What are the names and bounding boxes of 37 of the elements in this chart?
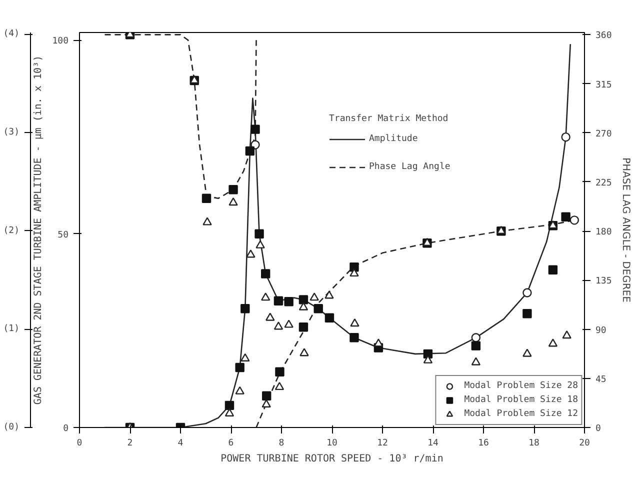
- x-tick-label: 14: [428, 438, 438, 448]
- y3-tick-label: (1): [3, 324, 20, 334]
- y-tick-label: 0: [63, 424, 69, 434]
- y2-tick-label: 270: [596, 129, 612, 140]
- x-tick-label: 2: [127, 438, 133, 448]
- x-tick-label: 6: [228, 438, 234, 448]
- y2-tick-label: 180: [596, 228, 612, 238]
- y-tick-label: 100: [52, 36, 69, 47]
- y2-tick-label: 90: [596, 326, 606, 336]
- y2-tick-label: 315: [596, 80, 612, 90]
- y2-tick-label: 225: [596, 178, 612, 188]
- x-tick-label: 20: [579, 438, 590, 448]
- legend-label: Modal Problem Size 28: [464, 380, 578, 393]
- legend-label: Phase Lag Angle: [369, 162, 450, 172]
- y-tick-label: 50: [58, 230, 69, 240]
- y-axis-title: GAS GENERATOR 2ND STAGE TURBINE AMPLITUDE - μm (in. x 10³): [33, 55, 44, 405]
- y2-tick-label: 45: [596, 374, 606, 385]
- x-tick-label: 16: [478, 438, 489, 448]
- x-tick-label: 4: [178, 438, 184, 448]
- y2-tick-label: 360: [596, 31, 612, 42]
- x-tick-label: 10: [326, 438, 338, 448]
- x-tick-label: 12: [377, 438, 388, 448]
- x-tick-label: 18: [528, 438, 540, 448]
- y3-tick-label: (2): [3, 226, 20, 236]
- legend-label: Modal Problem Size 12: [464, 408, 578, 421]
- y3-tick-label: (0): [3, 422, 20, 432]
- y2-tick-label: 0: [596, 424, 601, 434]
- legend-label: Amplitude: [369, 134, 418, 144]
- x-tick-label: 0: [76, 438, 82, 448]
- x-axis-title: POWER TURBINE ROTOR SPEED - 10³ r/min: [220, 454, 444, 464]
- y2-tick-label: 135: [596, 276, 612, 287]
- x-tick-label: 8: [278, 438, 284, 448]
- y3-tick-label: (3): [3, 127, 20, 138]
- legend-label: Modal Problem Size 18: [464, 394, 578, 407]
- y2-axis-title: PHASE LAG ANGLE - DEGREE: [620, 158, 631, 302]
- legend-title: Transfer Matrix Method: [329, 114, 450, 124]
- y3-tick-label: (4): [3, 29, 20, 40]
